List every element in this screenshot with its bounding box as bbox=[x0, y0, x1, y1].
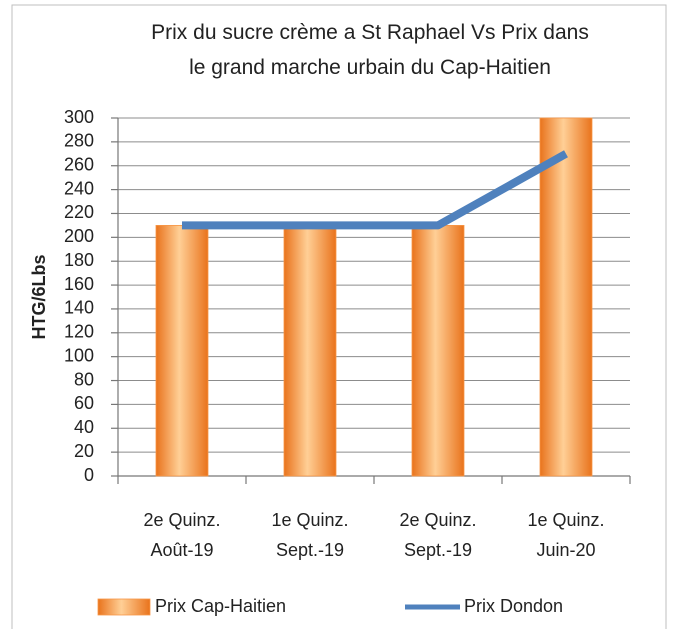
line bbox=[182, 150, 568, 230]
y-tick-label: 300 bbox=[64, 107, 94, 127]
y-tick-label: 60 bbox=[74, 393, 94, 413]
y-tick-label: 220 bbox=[64, 202, 94, 222]
y-tick-label: 40 bbox=[74, 417, 94, 437]
x-tick-label: 2e Quinz. Août-19 bbox=[143, 510, 220, 560]
y-tick-label: 160 bbox=[64, 274, 94, 294]
chart-title: Prix du sucre crème a St Raphael Vs Prix… bbox=[151, 21, 589, 79]
y-tick-label: 200 bbox=[64, 226, 94, 246]
legend-label: Prix Dondon bbox=[464, 596, 563, 616]
x-tick-label: 2e Quinz. Sept.-19 bbox=[399, 510, 476, 560]
y-tick-label: 180 bbox=[64, 250, 94, 270]
bar bbox=[283, 224, 337, 477]
y-tick-label: 260 bbox=[64, 154, 94, 174]
y-tick-label: 140 bbox=[64, 298, 94, 318]
bar bbox=[539, 117, 593, 477]
y-axis-label: HTG/6Lbs bbox=[29, 254, 49, 339]
y-tick-label: 20 bbox=[74, 441, 94, 461]
y-tick-label: 120 bbox=[64, 322, 94, 342]
y-tick-label: 80 bbox=[74, 369, 94, 389]
y-tick-label: 240 bbox=[64, 178, 94, 198]
legend-label: Prix Cap-Haitien bbox=[155, 596, 286, 616]
x-tick-label: 1e Quinz. Juin-20 bbox=[527, 510, 604, 560]
bar bbox=[155, 224, 209, 477]
bar bbox=[411, 224, 465, 477]
legend-swatch bbox=[97, 598, 151, 616]
y-tick-label: 280 bbox=[64, 131, 94, 151]
y-tick-label: 0 bbox=[84, 465, 94, 485]
y-tick-label: 100 bbox=[64, 345, 94, 365]
x-tick-label: 1e Quinz. Sept.-19 bbox=[271, 510, 348, 560]
